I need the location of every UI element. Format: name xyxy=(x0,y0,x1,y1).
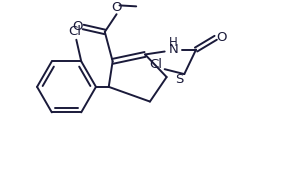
Text: O: O xyxy=(216,31,227,44)
Text: Cl: Cl xyxy=(68,25,81,38)
Text: O: O xyxy=(72,21,83,33)
Text: O: O xyxy=(111,1,122,14)
Text: H: H xyxy=(169,36,178,49)
Text: S: S xyxy=(176,73,184,86)
Text: N: N xyxy=(169,43,178,56)
Text: Cl: Cl xyxy=(149,58,162,71)
